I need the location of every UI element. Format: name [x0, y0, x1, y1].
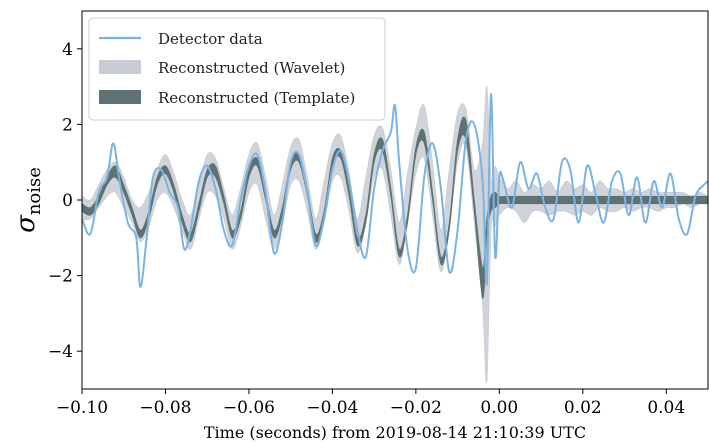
x-tick-label: −0.04: [306, 398, 358, 418]
svg-text:σnoise: σnoise: [11, 167, 45, 233]
y-tick-label: −4: [48, 342, 73, 362]
legend-label-detector: Detector data: [158, 30, 263, 48]
y-axis: −4 −2 0 2 4: [48, 40, 82, 362]
line-layer: [82, 93, 708, 288]
y-tick-label: 2: [62, 115, 73, 135]
legend-swatch-wavelet: [99, 60, 141, 74]
legend-box: [88, 17, 386, 121]
plot-area: [81, 10, 709, 390]
x-axis: −0.10 −0.08 −0.06 −0.04 −0.02 0.00 0.02 0.04: [56, 389, 685, 418]
x-tick-label: −0.08: [139, 398, 191, 418]
series-wavelet-band: [82, 86, 708, 384]
x-axis-label: Time (seconds) from 2019-08-14 21:10:39 …: [204, 423, 586, 442]
y-axis-label: σnoise: [11, 167, 45, 233]
y-tick-label: 4: [62, 40, 73, 60]
legend-label-template: Reconstructed (Template): [158, 89, 355, 107]
legend-swatch-template: [99, 90, 141, 104]
legend-label-wavelet: Reconstructed (Wavelet): [158, 59, 345, 77]
series-detector-line: [82, 93, 708, 288]
x-tick-label: −0.06: [223, 398, 275, 418]
band-layer: [82, 86, 708, 384]
y-axis-label-main: σ: [11, 214, 41, 233]
x-tick-label: −0.02: [390, 398, 442, 418]
legend: Detector data Reconstructed (Wavelet) Re…: [88, 17, 386, 121]
y-tick-label: −2: [48, 267, 73, 287]
x-tick-label: 0.00: [480, 398, 518, 418]
y-tick-label: 0: [62, 191, 73, 211]
x-tick-label: 0.04: [647, 398, 685, 418]
x-tick-label: −0.10: [56, 398, 108, 418]
x-tick-label: 0.02: [564, 398, 602, 418]
y-axis-label-sub: noise: [24, 167, 45, 215]
